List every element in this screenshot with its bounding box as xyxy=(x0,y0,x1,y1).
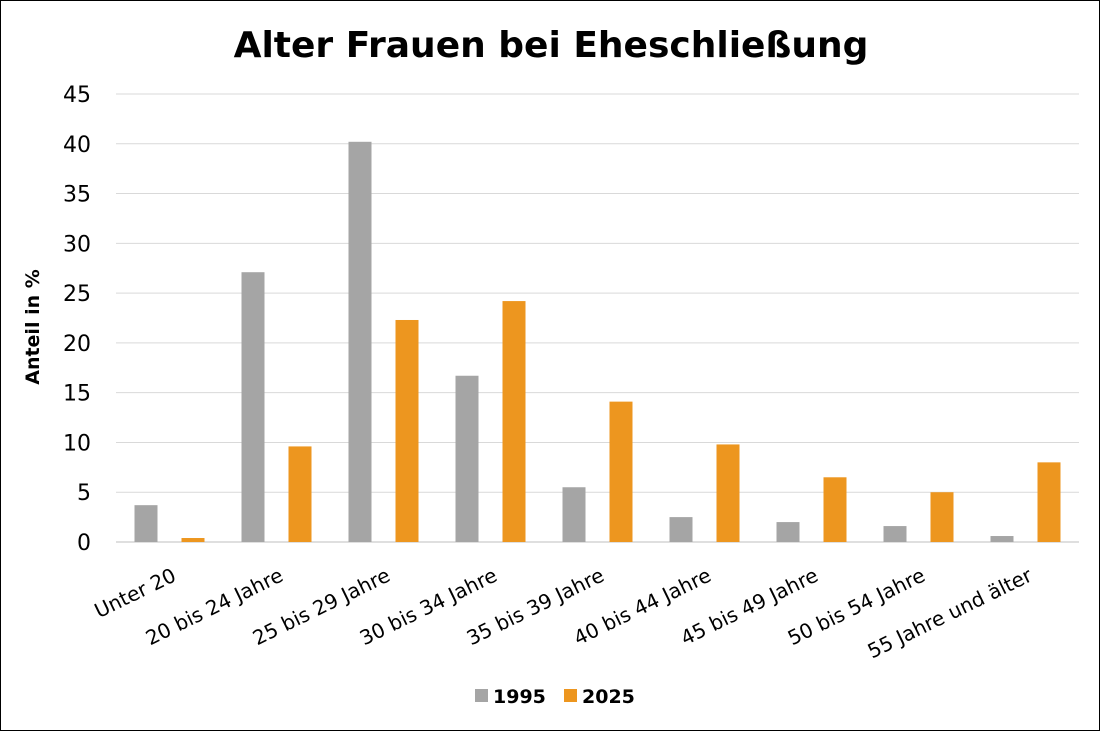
y-tick-label: 20 xyxy=(63,332,91,357)
bars xyxy=(134,141,1061,542)
bar-1995-6 xyxy=(669,517,693,542)
y-tick-label: 25 xyxy=(63,282,91,307)
gridlines xyxy=(116,93,1079,543)
bar-2025-5 xyxy=(609,401,633,542)
y-tick-label: 5 xyxy=(77,481,91,506)
bar-2025-2 xyxy=(288,446,312,542)
chart-title: Alter Frauen bei Eheschließung xyxy=(234,25,869,66)
bar-1995-1 xyxy=(134,505,158,542)
bar-2025-4 xyxy=(502,301,526,542)
bar-1995-2 xyxy=(241,272,265,542)
bar-1995-4 xyxy=(455,375,479,542)
bar-1995-8 xyxy=(883,526,907,542)
y-tick-label: 45 xyxy=(63,83,91,108)
y-tick-label: 10 xyxy=(63,431,91,456)
y-tick-label: 35 xyxy=(63,183,91,208)
x-tick-label: Unter 20 xyxy=(91,563,180,623)
y-axis-label: Anteil in % xyxy=(22,269,44,385)
bar-2025-1 xyxy=(181,538,205,542)
bar-1995-5 xyxy=(562,487,586,542)
bar-2025-9 xyxy=(1037,462,1061,542)
bar-2025-8 xyxy=(930,492,954,542)
y-axis-ticks: 0 5 10 15 20 25 30 35 40 45 xyxy=(63,83,91,556)
bar-2025-6 xyxy=(716,444,740,542)
legend: 1995 2025 xyxy=(475,686,635,708)
legend-swatch-1995 xyxy=(475,689,488,702)
bar-2025-3 xyxy=(395,319,419,542)
y-tick-label: 15 xyxy=(63,382,91,407)
bar-2025-7 xyxy=(823,477,847,542)
legend-label-1995: 1995 xyxy=(493,686,546,708)
y-tick-label: 0 xyxy=(77,531,91,556)
legend-label-2025: 2025 xyxy=(582,686,635,708)
bar-1995-7 xyxy=(776,522,800,542)
legend-swatch-2025 xyxy=(564,689,577,702)
bar-1995-9 xyxy=(990,536,1014,542)
y-tick-label: 30 xyxy=(63,232,91,257)
bar-1995-3 xyxy=(348,141,372,542)
y-tick-label: 40 xyxy=(63,133,91,158)
